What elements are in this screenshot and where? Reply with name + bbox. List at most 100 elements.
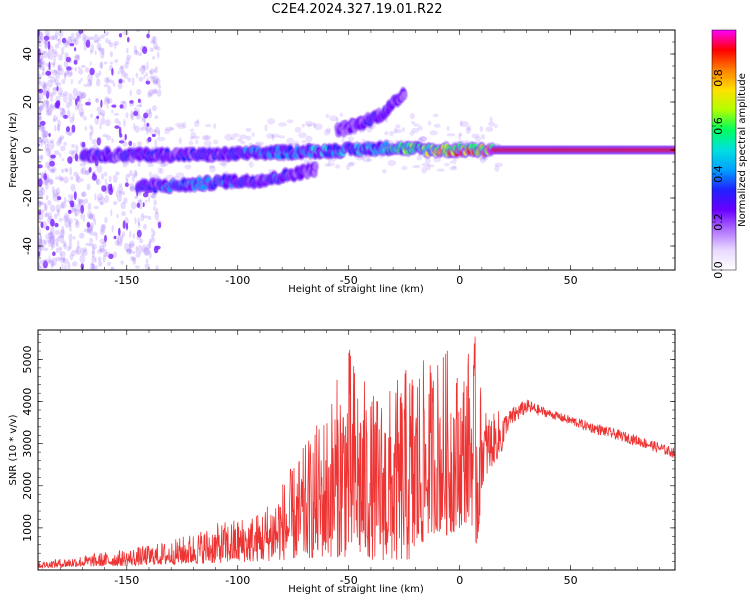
noise-speck (71, 124, 76, 133)
noise-speck (89, 242, 94, 247)
noise-speck (66, 101, 70, 109)
noise-speck (51, 166, 57, 173)
noise-speck (79, 91, 84, 99)
noise-speck (38, 190, 44, 197)
noise-speck (74, 212, 77, 217)
noise-speck (42, 134, 48, 144)
noise-speck (39, 104, 42, 112)
noise-speck (104, 178, 107, 185)
noise-speck (99, 244, 105, 252)
noise-speck (52, 51, 59, 58)
noise-speck (94, 98, 100, 103)
noise-speck (44, 204, 48, 212)
noise-speck (45, 110, 52, 116)
noise-speck (62, 258, 69, 265)
noise-speck (44, 170, 47, 177)
colorbar-tick-label: 0.0 (712, 261, 725, 279)
noise-speck (232, 133, 240, 138)
noise-speck (126, 248, 133, 253)
noise-speck (45, 37, 48, 46)
noise-speck (43, 141, 46, 145)
noise-speck (42, 99, 49, 108)
noise-speck (41, 179, 47, 185)
noise-speck (46, 139, 50, 147)
noise-speck (80, 64, 86, 69)
noise-speck (488, 121, 496, 127)
noise-speck (69, 253, 74, 261)
noise-speck (100, 50, 105, 59)
noise-speck (85, 67, 90, 73)
y-tick-label: 1000 (21, 514, 34, 542)
noise-speck (136, 141, 143, 146)
noise-speck (123, 197, 128, 204)
noise-speck (335, 164, 341, 169)
noise-speck (132, 142, 136, 148)
noise-speck (251, 132, 255, 137)
noise-speck (86, 228, 90, 234)
noise-speck (96, 115, 100, 120)
noise-speck (60, 108, 66, 115)
noise-speck (154, 115, 159, 120)
noise-speck (134, 125, 140, 133)
noise-speck (103, 61, 108, 65)
noise-speck (42, 67, 45, 75)
noise-speck (429, 130, 438, 136)
noise-speck (57, 87, 63, 96)
noise-speck (77, 96, 83, 103)
noise-speck (115, 190, 119, 198)
x-tick-label: -150 (114, 574, 139, 587)
noise-speck (78, 200, 83, 205)
noise-speck (73, 191, 77, 201)
noise-speck (40, 202, 46, 206)
noise-speck (156, 51, 160, 59)
noise-speck (51, 257, 57, 266)
noise-speck (78, 80, 81, 85)
noise-speck (71, 261, 78, 267)
noise-speck (38, 79, 41, 88)
noise-speck (56, 242, 59, 248)
noise-speck (130, 250, 136, 254)
noise-speck (57, 192, 60, 200)
noise-speck (143, 64, 146, 74)
noise-speck (38, 107, 41, 111)
noise-speck (49, 179, 54, 185)
noise-speck (40, 221, 44, 229)
noise-speck (105, 251, 111, 257)
noise-speck (60, 253, 63, 260)
noise-speck (49, 230, 53, 240)
noise-speck (63, 141, 67, 147)
noise-speck (93, 33, 99, 43)
noise-speck (78, 69, 84, 75)
noise-speck (94, 50, 97, 55)
noise-speck (71, 143, 76, 149)
noise-speck (140, 127, 144, 131)
noise-speck (75, 98, 78, 106)
noise-speck (129, 240, 135, 249)
noise-speck (129, 209, 133, 214)
noise-speck (104, 234, 107, 243)
noise-speck (401, 127, 406, 132)
noise-speck (121, 191, 126, 196)
noise-speck (100, 117, 106, 125)
noise-speck (393, 127, 398, 134)
noise-speck (42, 50, 49, 59)
noise-speck (107, 98, 110, 105)
noise-speck (68, 217, 73, 225)
noise-speck (49, 139, 55, 144)
noise-speck (62, 240, 67, 247)
noise-speck (70, 78, 73, 85)
noise-speck (47, 232, 53, 236)
noise-speck (85, 101, 91, 106)
noise-speck (112, 174, 118, 183)
noise-speck (188, 140, 194, 146)
noise-speck (102, 241, 107, 248)
noise-speck (286, 119, 294, 124)
noise-speck (76, 103, 80, 109)
noise-speck (42, 262, 45, 270)
noise-speck (157, 167, 162, 174)
noise-speck (294, 126, 302, 133)
noise-speck (59, 177, 63, 182)
noise-speck (158, 84, 161, 89)
noise-speck (184, 164, 192, 170)
noise-speck (88, 81, 93, 86)
